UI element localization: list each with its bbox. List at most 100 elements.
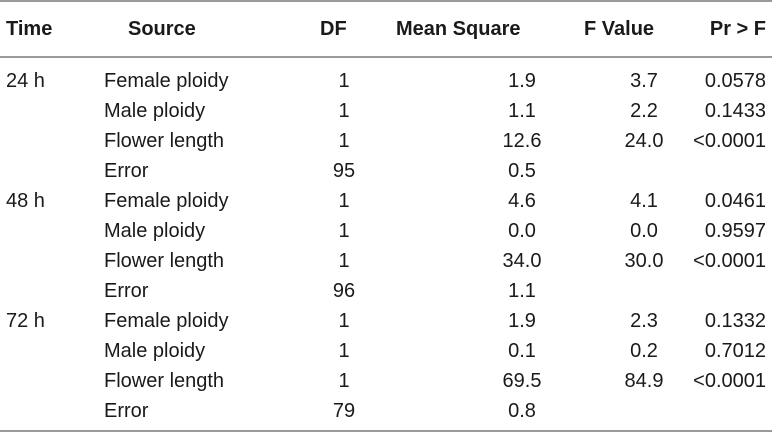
cell-pr-f (682, 396, 772, 432)
cell-df-value: 1 (338, 130, 350, 152)
cell-f-value: 2.3 (562, 306, 682, 336)
cell-source: Female ploidy (104, 190, 229, 212)
table-body: 24 h Female ploidy 1 1.9 3.7 0.0578 Male ploid… (0, 57, 772, 432)
cell-df-value: 1 (338, 310, 350, 332)
table-row: Error 95 0.5 (0, 156, 772, 186)
cell-f-value-value: 0.0 (630, 220, 658, 242)
cell-df: 1 (306, 57, 382, 96)
cell-pr-f: 0.0461 (704, 190, 766, 212)
cell-df: 1 (306, 336, 382, 366)
table-row: 72 h Female ploidy 1 1.9 2.3 0.1332 (0, 306, 772, 336)
cell-time (0, 366, 96, 396)
cell-df: 96 (306, 276, 382, 306)
cell-time (0, 216, 96, 246)
header-pr-f: Pr > F (682, 0, 772, 58)
cell-time: 24 h (6, 70, 45, 92)
header-mean-square: Mean Square (382, 0, 562, 58)
cell-mean-square: 1.9 (382, 306, 562, 336)
cell-pr-f: 0.1433 (704, 100, 766, 122)
cell-pr-f (682, 156, 772, 186)
cell-f-value: 30.0 (562, 246, 682, 276)
cell-time (0, 276, 96, 306)
cell-df-value: 1 (338, 340, 350, 362)
cell-df-value: 95 (332, 160, 356, 182)
cell-pr-f: <0.0001 (693, 250, 766, 272)
cell-df-value: 1 (338, 70, 350, 92)
cell-source: Flower length (104, 250, 225, 272)
cell-mean-square-value: 69.5 (502, 370, 542, 392)
cell-source: Male ploidy (104, 340, 206, 362)
cell-pr-f: 0.9597 (704, 220, 766, 242)
cell-time (0, 246, 96, 276)
cell-mean-square: 1.9 (382, 57, 562, 96)
table-row: Male ploidy 1 0.0 0.0 0.9597 (0, 216, 772, 246)
header-source: Source (96, 0, 306, 58)
cell-f-value: 0.2 (562, 336, 682, 366)
cell-df-value: 96 (332, 280, 356, 302)
cell-df-value: 1 (338, 370, 350, 392)
cell-mean-square: 69.5 (382, 366, 562, 396)
cell-time: 48 h (6, 190, 45, 212)
cell-f-value: 84.9 (562, 366, 682, 396)
cell-df-value: 1 (338, 190, 350, 212)
cell-source: Female ploidy (104, 70, 229, 92)
cell-f-value: 2.2 (562, 96, 682, 126)
cell-df: 1 (306, 96, 382, 126)
table-row: Flower length 1 34.0 30.0 <0.0001 (0, 246, 772, 276)
cell-mean-square: 0.1 (382, 336, 562, 366)
cell-f-value-value: 2.3 (630, 310, 658, 332)
cell-mean-square-value: 1.1 (508, 280, 536, 302)
cell-mean-square: 12.6 (382, 126, 562, 156)
cell-f-value-value: 2.2 (630, 100, 658, 122)
cell-f-value-value: 0.2 (630, 340, 658, 362)
header-time: Time (0, 0, 96, 58)
cell-df: 1 (306, 186, 382, 216)
table-row: Flower length 1 12.6 24.0 <0.0001 (0, 126, 772, 156)
table-row: Error 96 1.1 (0, 276, 772, 306)
cell-mean-square-value: 0.8 (508, 400, 536, 422)
cell-mean-square-value: 34.0 (502, 250, 542, 272)
cell-source: Male ploidy (104, 220, 206, 242)
cell-df: 1 (306, 246, 382, 276)
cell-pr-f: <0.0001 (693, 370, 766, 392)
cell-mean-square-value: 1.9 (508, 310, 536, 332)
table-row: Error 79 0.8 (0, 396, 772, 432)
table-row: Flower length 1 69.5 84.9 <0.0001 (0, 366, 772, 396)
cell-f-value-value: 30.0 (624, 250, 664, 272)
cell-mean-square: 34.0 (382, 246, 562, 276)
table-row: 24 h Female ploidy 1 1.9 3.7 0.0578 (0, 57, 772, 96)
cell-f-value-value: 84.9 (624, 370, 664, 392)
cell-df: 1 (306, 216, 382, 246)
cell-source: Error (96, 396, 306, 432)
cell-df: 1 (306, 126, 382, 156)
cell-mean-square: 0.0 (382, 216, 562, 246)
cell-pr-f (682, 276, 772, 306)
cell-source: Error (104, 280, 149, 302)
cell-mean-square-value: 4.6 (508, 190, 536, 212)
cell-mean-square: 4.6 (382, 186, 562, 216)
cell-pr-f: 0.0578 (704, 70, 766, 92)
cell-source: Flower length (104, 370, 225, 392)
cell-f-value (562, 156, 682, 186)
header-df: DF (306, 0, 382, 58)
cell-f-value: 3.7 (562, 57, 682, 96)
cell-time (0, 96, 96, 126)
cell-source: Male ploidy (104, 100, 206, 122)
cell-df-value: 79 (332, 400, 356, 422)
cell-df: 95 (306, 156, 382, 186)
cell-time (0, 126, 96, 156)
cell-f-value-value: 4.1 (630, 190, 658, 212)
cell-mean-square-value: 0.5 (508, 160, 536, 182)
cell-mean-square-value: 1.9 (508, 70, 536, 92)
cell-f-value-value: 3.7 (630, 70, 658, 92)
cell-df-value: 1 (338, 100, 350, 122)
cell-df-value: 1 (338, 220, 350, 242)
table-row: Male ploidy 1 1.1 2.2 0.1433 (0, 96, 772, 126)
cell-source: Female ploidy (104, 310, 229, 332)
cell-f-value-value: 24.0 (624, 130, 664, 152)
cell-f-value (562, 396, 682, 432)
cell-time (0, 156, 96, 186)
cell-mean-square-value: 1.1 (508, 100, 536, 122)
cell-f-value: 0.0 (562, 216, 682, 246)
